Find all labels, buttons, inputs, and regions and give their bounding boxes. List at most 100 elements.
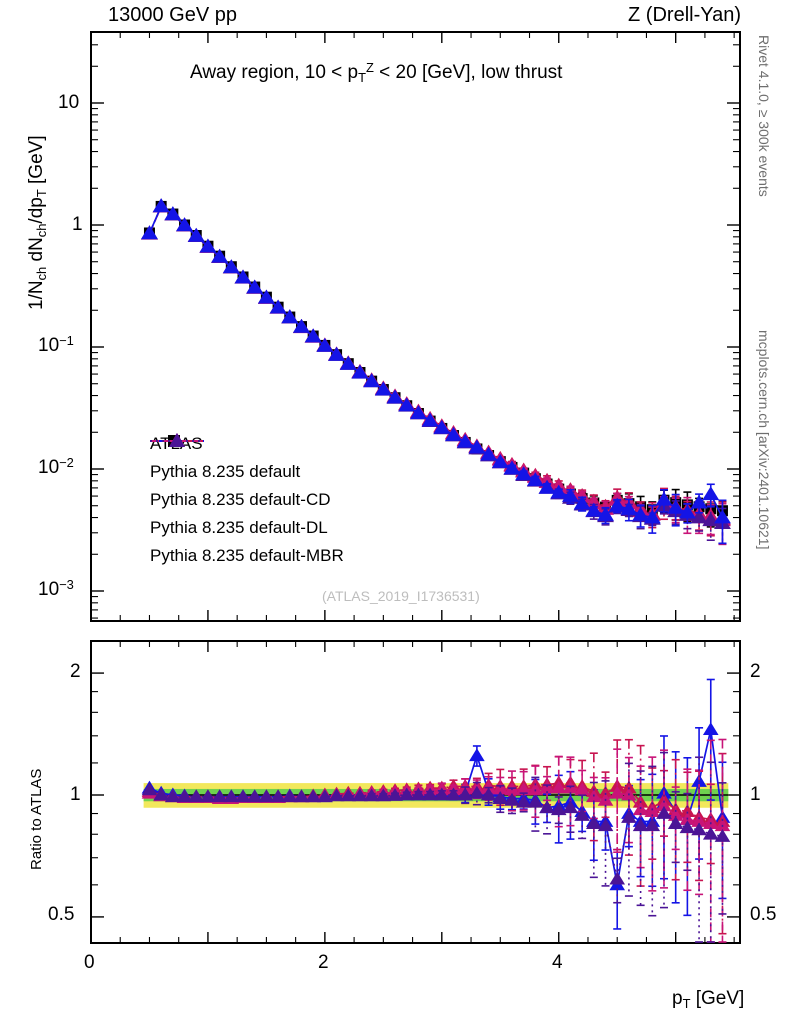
marker-pythia-8-235-default	[655, 491, 673, 506]
legend-item-pythia-8-235-default-cd[interactable]: Pythia 8.235 default-CD	[150, 433, 344, 514]
legend-label: Pythia 8.235 default	[150, 462, 301, 481]
ratio-marker	[480, 787, 497, 801]
marker-pythia-8-235-default	[667, 499, 685, 514]
marker-pythia-8-235-default	[480, 446, 498, 461]
marker-pythia-8-235-default	[187, 227, 205, 242]
ratio-marker	[527, 794, 544, 808]
ratio-marker	[702, 722, 719, 736]
analysis-watermark: (ATLAS_2019_I1736531)	[322, 588, 480, 604]
ratio-marker	[211, 789, 228, 803]
marker-pythia-8-235-default	[141, 225, 158, 240]
marker-pythia-8-235-default	[643, 509, 661, 524]
legend-item-pythia-8-235-default[interactable]: Pythia 8.235 default	[150, 433, 344, 486]
marker-pythia-8-235-default	[597, 506, 614, 521]
marker-pythia-8-235-default	[456, 433, 474, 448]
ratio-marker	[270, 789, 286, 803]
marker-pythia-8-235-default	[176, 217, 194, 232]
y-tick-ratio-left-1: 1	[70, 784, 81, 805]
ratio-marker	[200, 789, 216, 803]
marker-pythia-8-235-default	[211, 248, 229, 263]
marker-pythia-8-235-default	[632, 506, 650, 521]
ratio-marker	[387, 788, 403, 801]
ratio-marker	[632, 818, 649, 832]
marker-pythia-8-235-default	[690, 494, 708, 509]
marker-pythia-8-235-default	[363, 373, 381, 388]
ratio-marker	[188, 789, 205, 803]
ratio-marker	[398, 787, 415, 801]
marker-pythia-8-235-default	[257, 289, 275, 304]
ratio-marker	[597, 818, 614, 832]
ratio-marker	[363, 788, 380, 802]
marker-pythia-8-235-default	[398, 397, 416, 412]
marker-pythia-8-235-default	[526, 472, 544, 487]
x-axis-label: pT [GeV]	[672, 988, 745, 1012]
legend-label: Pythia 8.235 default-DL	[150, 518, 328, 537]
ratio-marker	[656, 806, 672, 819]
marker-pythia-8-235-default	[409, 405, 427, 419]
marker-pythia-8-235-default	[608, 497, 626, 512]
y-tick-main-4: 10−3	[38, 577, 74, 600]
marker-pythia-8-235-default	[281, 309, 299, 324]
ratio-marker	[504, 792, 520, 806]
marker-pythia-8-235-default	[585, 502, 603, 517]
ratio-marker	[609, 871, 626, 885]
marker-pythia-8-235-default	[713, 509, 731, 524]
ratio-marker	[445, 787, 462, 801]
ratio-marker	[621, 810, 637, 823]
ratio-marker	[539, 780, 555, 794]
ratio-marker	[317, 789, 333, 803]
ratio-marker	[305, 789, 321, 803]
marker-pythia-8-235-default	[199, 238, 217, 253]
marker-pythia-8-235-default	[702, 486, 720, 501]
marker-pythia-8-235-default	[386, 389, 404, 404]
legend-label: Pythia 8.235 default-MBR	[150, 546, 344, 565]
ratio-marker	[691, 822, 707, 836]
marker-pythia-8-235-default	[550, 484, 568, 499]
ratio-marker	[644, 804, 661, 817]
y-tick-main-0: 10	[58, 92, 80, 113]
ratio-panel-frame	[90, 640, 741, 944]
ratio-marker	[586, 816, 602, 829]
marker-pythia-8-235-default	[269, 299, 287, 314]
marker-pythia-8-235-default	[316, 337, 334, 352]
ratio-marker	[714, 818, 731, 832]
y-tick-main-3: 10−2	[38, 455, 74, 478]
ratio-marker	[457, 787, 474, 801]
marker-pythia-8-235-default	[152, 198, 170, 213]
header-right: Z (Drell-Yan)	[628, 4, 741, 26]
legend-item-pythia-8-235-default-mbr[interactable]: Pythia 8.235 default-MBR	[150, 433, 344, 570]
ratio-marker	[691, 814, 707, 827]
marker-pythia-8-235-default	[433, 419, 451, 434]
legend-marker	[150, 433, 204, 447]
ratio-marker	[550, 802, 567, 816]
ratio-marker	[340, 788, 357, 802]
ratio-marker	[679, 820, 696, 834]
ratio-marker	[667, 816, 684, 829]
plot-title: Away region, 10 < pTZ < 20 [GeV], low th…	[190, 60, 563, 85]
ratio-marker	[246, 789, 263, 803]
ratio-marker	[691, 774, 707, 787]
marker-pythia-8-235-default-mbr	[690, 509, 708, 524]
ratio-marker	[352, 788, 368, 802]
ratio-marker	[223, 789, 240, 803]
marker-pythia-8-235-default	[678, 504, 696, 519]
x-tick-0: 0	[84, 952, 95, 973]
main-panel-frame	[90, 31, 741, 622]
marker-pythia-8-235-default	[293, 318, 310, 333]
legend-item-pythia-8-235-default-dl[interactable]: Pythia 8.235 default-DL	[150, 433, 344, 542]
ratio-marker	[574, 808, 590, 821]
ratio-marker	[469, 785, 485, 799]
ratio-marker	[469, 748, 485, 762]
ratio-marker	[644, 818, 661, 832]
ratio-marker	[515, 794, 532, 808]
marker-pythia-8-235-default	[538, 479, 556, 494]
y-tick-main-2: 10−1	[38, 333, 74, 356]
ratio-marker	[293, 789, 310, 803]
marker-pythia-8-235-default	[339, 355, 357, 370]
marker-pythia-8-235-default	[246, 279, 264, 294]
legend-label: Pythia 8.235 default-CD	[150, 490, 331, 509]
ratio-marker	[492, 781, 509, 795]
marker-pythia-8-235-default	[503, 460, 521, 475]
